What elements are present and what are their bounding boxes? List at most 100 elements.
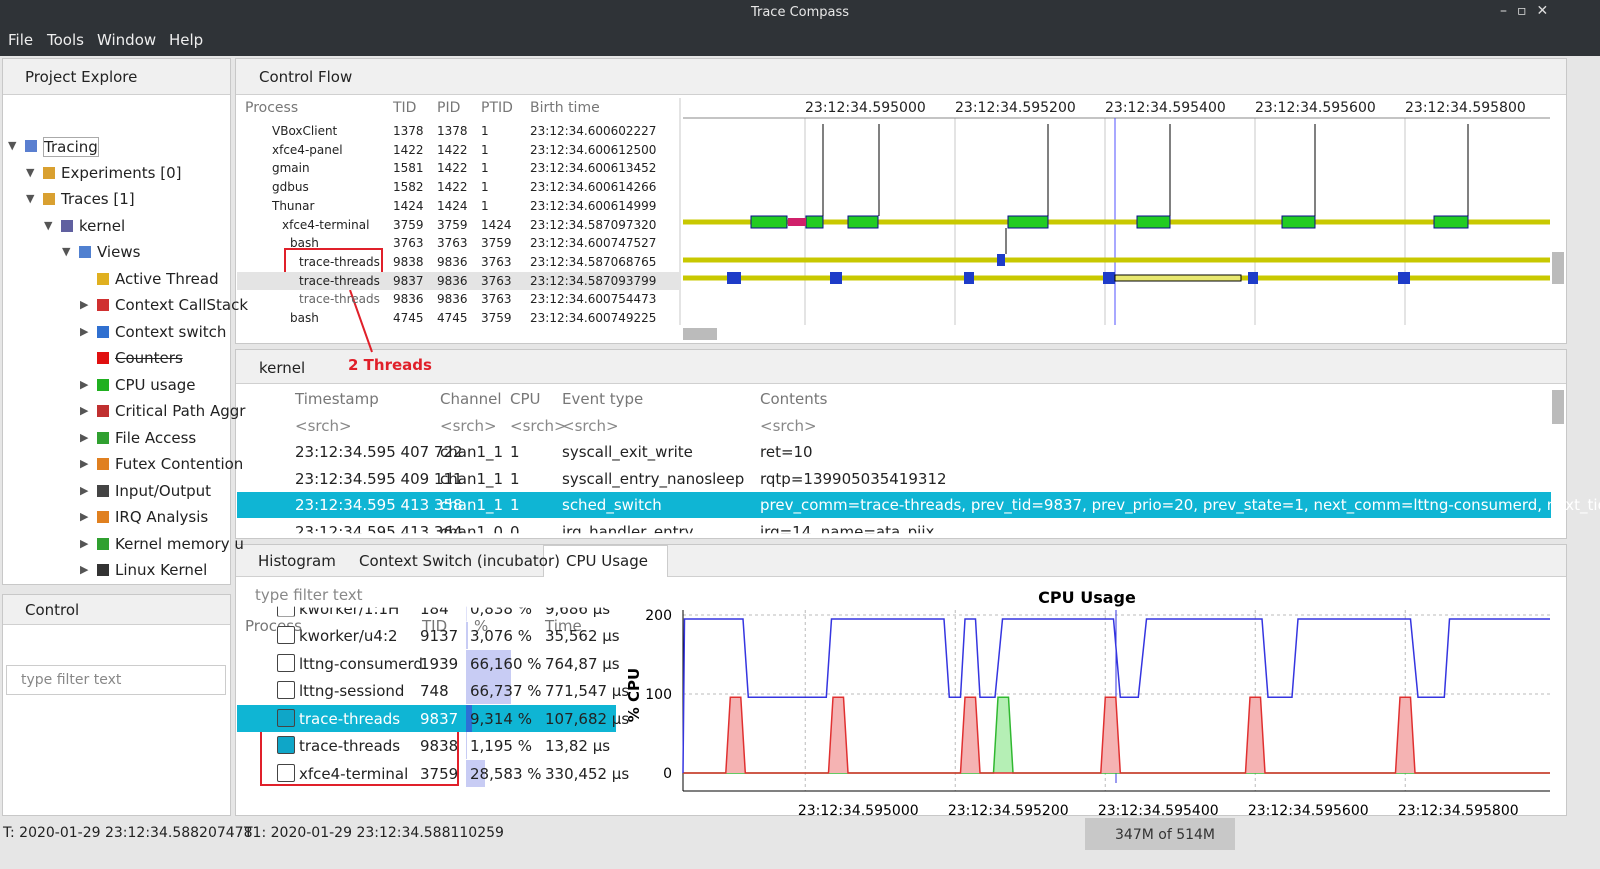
tree-item[interactable]: Traces [1] bbox=[61, 190, 135, 208]
tree-item[interactable]: Tracing bbox=[43, 137, 99, 157]
cell[interactable]: rqtp=139905035419312 bbox=[760, 469, 947, 488]
tab-title[interactable]: CPU Usage bbox=[566, 552, 649, 570]
cell[interactable]: kworker/1:1H bbox=[299, 599, 400, 618]
cell[interactable]: 1422 bbox=[437, 161, 468, 176]
cell[interactable]: 9836 bbox=[393, 292, 424, 307]
tab-title[interactable]: Project Explore bbox=[25, 68, 138, 86]
tree-item[interactable]: Context CallStack bbox=[115, 296, 249, 314]
tab-title[interactable]: kernel bbox=[259, 359, 306, 377]
cell[interactable]: 1582 bbox=[393, 180, 424, 195]
cell[interactable]: xfce4-terminal bbox=[299, 764, 409, 783]
cell[interactable]: bash bbox=[290, 311, 319, 325]
cell[interactable]: prev_comm=trace-threads, prev_tid=9837, … bbox=[760, 496, 1600, 514]
tree-item[interactable]: CPU usage bbox=[115, 375, 196, 394]
tree-item[interactable]: Experiments [0] bbox=[61, 163, 182, 182]
tree-toggle[interactable]: ▼ bbox=[62, 245, 71, 258]
active-tab[interactable] bbox=[543, 545, 668, 577]
cell[interactable]: 3759 bbox=[481, 236, 512, 251]
tree-toggle[interactable]: ▶ bbox=[80, 510, 89, 523]
cell[interactable]: 1581 bbox=[393, 161, 424, 176]
checkbox[interactable] bbox=[277, 708, 295, 727]
tree-toggle[interactable]: ▶ bbox=[80, 536, 89, 550]
cell[interactable]: 3763 bbox=[481, 273, 512, 288]
cell[interactable]: 23:12:34.600749225 bbox=[530, 311, 657, 325]
cell[interactable]: trace-threads bbox=[299, 254, 380, 269]
cell[interactable]: 1 bbox=[510, 469, 520, 488]
cell[interactable]: 1378 bbox=[437, 124, 468, 138]
cell[interactable]: xfce4-panel bbox=[272, 142, 343, 157]
tree-item[interactable]: Input/Output bbox=[115, 481, 211, 500]
cell[interactable]: 23:12:34.600614999 bbox=[530, 198, 657, 213]
cell[interactable]: sched_switch bbox=[562, 496, 662, 514]
cell[interactable]: Thunar bbox=[272, 198, 315, 213]
cell[interactable]: syscall_entry_nanosleep bbox=[562, 469, 745, 488]
cell[interactable]: 1424 bbox=[437, 198, 468, 213]
cell[interactable]: VBoxClient bbox=[272, 124, 338, 138]
cell[interactable]: chan1_1 bbox=[440, 496, 504, 514]
search-cell[interactable]: <srch> bbox=[562, 417, 619, 435]
cell[interactable]: 0 bbox=[510, 522, 520, 541]
cell[interactable]: 1 bbox=[510, 496, 520, 514]
cell[interactable]: 1424 bbox=[481, 217, 512, 232]
cell[interactable]: trace-threads bbox=[299, 737, 401, 755]
cell[interactable]: 1422 bbox=[437, 180, 468, 195]
cell[interactable]: irq=14, name=ata_piix bbox=[760, 522, 935, 541]
checkbox[interactable] bbox=[277, 763, 295, 782]
cell[interactable]: 23:12:34.600614266 bbox=[530, 180, 657, 195]
cell[interactable]: 3763 bbox=[481, 292, 512, 307]
menu-item[interactable]: Tools bbox=[47, 31, 84, 49]
tab-title[interactable]: Histogram bbox=[258, 552, 336, 570]
cell[interactable]: 23:12:34.587093799 bbox=[530, 273, 657, 288]
tree-toggle[interactable]: ▼ bbox=[8, 139, 17, 152]
tree-toggle[interactable]: ▼ bbox=[26, 165, 35, 179]
tree-toggle[interactable]: ▶ bbox=[80, 324, 89, 338]
tree-item[interactable]: Counters bbox=[115, 349, 183, 367]
scrollbar[interactable] bbox=[1552, 252, 1564, 284]
cell[interactable]: kworker/u4:2 bbox=[299, 627, 398, 645]
cell[interactable]: 1 bbox=[481, 161, 489, 176]
cell[interactable]: 23:12:34.595 413 364 bbox=[295, 522, 463, 541]
tree-toggle[interactable]: ▶ bbox=[80, 457, 89, 470]
search-cell[interactable]: <srch> bbox=[295, 417, 352, 435]
cell[interactable]: 9838 bbox=[393, 254, 424, 269]
cell[interactable]: chan1_0 bbox=[440, 522, 504, 541]
checkbox[interactable] bbox=[277, 681, 295, 699]
cell[interactable]: 1422 bbox=[437, 142, 468, 157]
tree-toggle[interactable]: ▼ bbox=[44, 218, 53, 232]
cell[interactable]: chan1_1 bbox=[440, 443, 504, 461]
cell[interactable]: 9836 bbox=[437, 292, 468, 307]
cell[interactable]: ret=10 bbox=[760, 443, 813, 461]
cell[interactable]: xfce4-terminal bbox=[282, 217, 370, 232]
cell[interactable]: 23:12:34.600602227 bbox=[530, 124, 657, 138]
filter-placeholder[interactable]: type filter text bbox=[255, 586, 363, 604]
tree-item[interactable]: Critical Path Aggr bbox=[115, 402, 246, 420]
tree-item[interactable]: IRQ Analysis bbox=[115, 508, 209, 526]
cell[interactable]: trace-threads bbox=[299, 273, 380, 288]
cell[interactable]: 3759 bbox=[481, 311, 512, 325]
tree-toggle[interactable]: ▼ bbox=[26, 192, 35, 205]
cell[interactable]: 23:12:34.600613452 bbox=[530, 161, 657, 176]
tree-toggle[interactable]: ▶ bbox=[80, 563, 89, 576]
cell[interactable]: 1 bbox=[481, 198, 489, 213]
tab-title[interactable]: Context Switch (incubator) bbox=[359, 552, 560, 570]
tree-item[interactable]: Context switch bbox=[115, 322, 227, 341]
cell[interactable]: 9836 bbox=[437, 254, 468, 269]
cell[interactable]: 23:12:34.595 407 722 bbox=[295, 443, 463, 461]
tree-toggle[interactable]: ▶ bbox=[80, 430, 89, 444]
filter-box[interactable] bbox=[6, 665, 226, 695]
tree-item[interactable]: Futex Contention bbox=[115, 455, 244, 473]
cell[interactable]: 1 bbox=[481, 124, 489, 138]
menu-item[interactable]: File bbox=[8, 31, 34, 49]
tree-toggle[interactable]: ▶ bbox=[80, 298, 89, 311]
checkbox[interactable] bbox=[277, 606, 295, 617]
tree-item[interactable]: Views bbox=[97, 243, 141, 261]
cell[interactable]: 3763 bbox=[393, 236, 424, 251]
search-cell[interactable]: <srch> bbox=[510, 417, 567, 435]
cell[interactable]: 23:12:34.600747527 bbox=[530, 236, 657, 251]
cell[interactable]: gmain bbox=[272, 161, 310, 176]
tab-title[interactable]: Control bbox=[25, 601, 80, 619]
cell[interactable]: 23:12:34.595 413 358 bbox=[295, 496, 463, 514]
tree-toggle[interactable]: ▶ bbox=[80, 483, 89, 497]
cell[interactable]: chan1_1 bbox=[440, 469, 504, 488]
checkbox[interactable] bbox=[277, 626, 295, 644]
